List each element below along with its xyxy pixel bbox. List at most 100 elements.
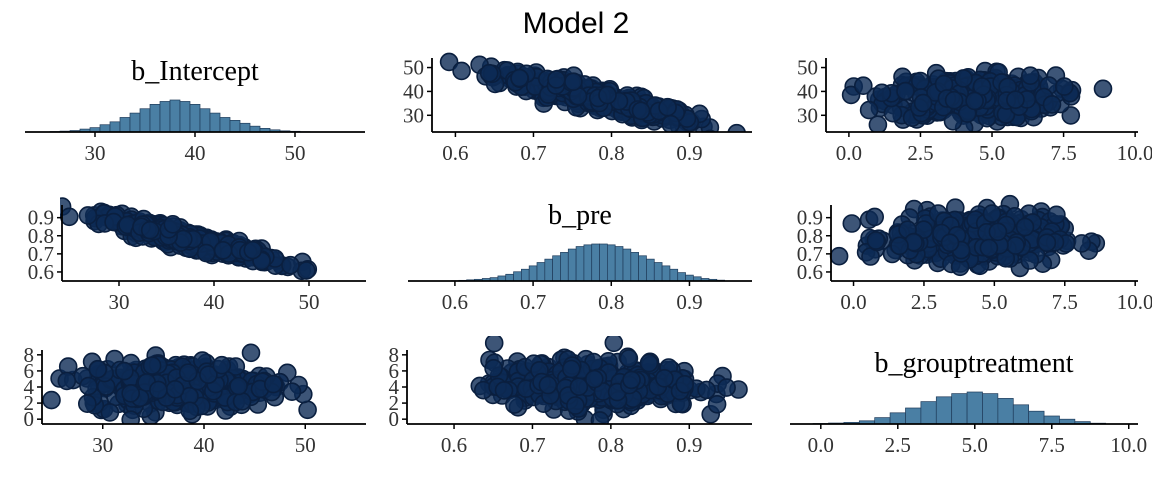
x-tick-label: 0.9 (676, 290, 702, 314)
x-tick-label: 40 (204, 290, 225, 314)
x-tick-label: 2.5 (907, 141, 933, 165)
x-tick-label: 7.5 (1039, 433, 1065, 457)
x-tick-label: 0.7 (519, 433, 545, 457)
x-tick-label: 50 (299, 290, 320, 314)
histogram-bar (1028, 410, 1045, 425)
y-tick-label: 6 (24, 359, 35, 383)
x-tick-label: 30 (92, 433, 113, 457)
scatter-point (163, 215, 183, 234)
scatter-point (954, 69, 973, 88)
scatter-point (1006, 90, 1025, 109)
y-tick-label: 0.7 (797, 242, 823, 266)
x-tick-label: 5.0 (979, 141, 1005, 165)
histogram-bar (229, 120, 241, 133)
histogram-bar (646, 258, 655, 282)
scatter-point (232, 391, 252, 411)
scatter-point (121, 410, 140, 424)
histogram-bar (997, 398, 1014, 425)
scatter-point (213, 241, 233, 260)
scatter-points (60, 197, 318, 281)
x-tick-label: 2.5 (911, 290, 937, 314)
histogram-bar (951, 393, 968, 425)
scatter-point (115, 361, 134, 381)
scatter-point (868, 115, 888, 132)
histogram-bar (139, 108, 151, 133)
histogram-bar (653, 262, 663, 282)
histogram-bar (209, 112, 221, 133)
scatter-point (1093, 79, 1113, 99)
scatter-point (281, 255, 300, 275)
histogram-bar (521, 268, 530, 282)
scatter-point (121, 383, 140, 403)
scatter-point (243, 240, 263, 260)
x-tick-label: 0.9 (676, 433, 702, 457)
scatter-point (658, 97, 677, 117)
y-tick-label: 4 (389, 375, 400, 399)
scatter-point (149, 380, 168, 400)
scatter-point (140, 220, 160, 240)
scatter-point (655, 368, 674, 388)
x-tick-label: 40 (185, 141, 206, 165)
histogram-bar (630, 252, 639, 282)
scatter-point (717, 378, 736, 397)
scatter-point (510, 68, 529, 88)
histogram-bar (889, 412, 906, 425)
histogram-bar (583, 244, 593, 282)
y-tick-label: 0.9 (28, 206, 54, 230)
scatter-point (982, 204, 1002, 223)
scatter-point (263, 374, 283, 394)
scatter-point (42, 390, 61, 410)
scatter-point (896, 81, 915, 101)
histogram-bar (874, 417, 891, 425)
x-tick-label: 0.8 (598, 433, 624, 457)
histogram-bar (505, 273, 514, 282)
scatter-point (494, 381, 514, 400)
panel-title: b_Intercept (131, 56, 259, 87)
panel-2-3: 0.60.70.80.9 0.0 2.5 5.0 7.5 10.0 (797, 194, 1152, 314)
scatter-point (1021, 66, 1040, 85)
y-tick-label: 0.8 (797, 224, 823, 248)
scatter-point (883, 103, 903, 123)
scatter-points (841, 61, 1113, 132)
x-tick-label: 50 (295, 433, 316, 457)
scatter-point (619, 349, 639, 368)
scatter-point (965, 91, 984, 111)
histogram-bar (219, 117, 231, 133)
scatter-point (944, 90, 964, 110)
y-tick-label: 0 (24, 407, 35, 431)
x-tick-label: 5.0 (981, 290, 1007, 314)
scatter-point (484, 336, 504, 353)
scatter-point (88, 359, 108, 379)
scatter-point (180, 401, 200, 421)
x-tick-label: 5.0 (962, 433, 988, 457)
scatter-point (726, 133, 743, 150)
scatter-point (943, 112, 963, 131)
y-tick-label: 50 (403, 56, 424, 80)
histogram-bar (1012, 404, 1030, 425)
histogram-bar (169, 99, 181, 133)
scatter-point (439, 52, 459, 72)
scatter-point (1015, 217, 1035, 237)
scatter-point (890, 236, 909, 256)
histogram-bar (591, 243, 600, 282)
histogram-bar (622, 248, 632, 282)
panel-2-2: b_pre 0.6 0.7 0.8 0.9 (408, 200, 752, 314)
histogram-bar (109, 121, 121, 133)
scatter-point (841, 85, 861, 105)
histogram-bar (905, 407, 922, 425)
scatter-point (199, 365, 218, 385)
histogram-bar (567, 248, 577, 282)
scatter-point (703, 129, 717, 132)
histogram-bar (119, 117, 131, 133)
histogram-bar (544, 258, 553, 282)
scatter-point (842, 214, 862, 233)
x-tick-label: 10.0 (1117, 141, 1152, 165)
x-tick-label: 7.5 (1052, 290, 1078, 314)
scatter-point (910, 71, 930, 91)
panel-title: b_grouptreatment (874, 348, 1073, 379)
y-tick-label: 0.7 (28, 242, 54, 266)
histogram-bar (1043, 415, 1060, 425)
scatter-point (564, 72, 583, 91)
